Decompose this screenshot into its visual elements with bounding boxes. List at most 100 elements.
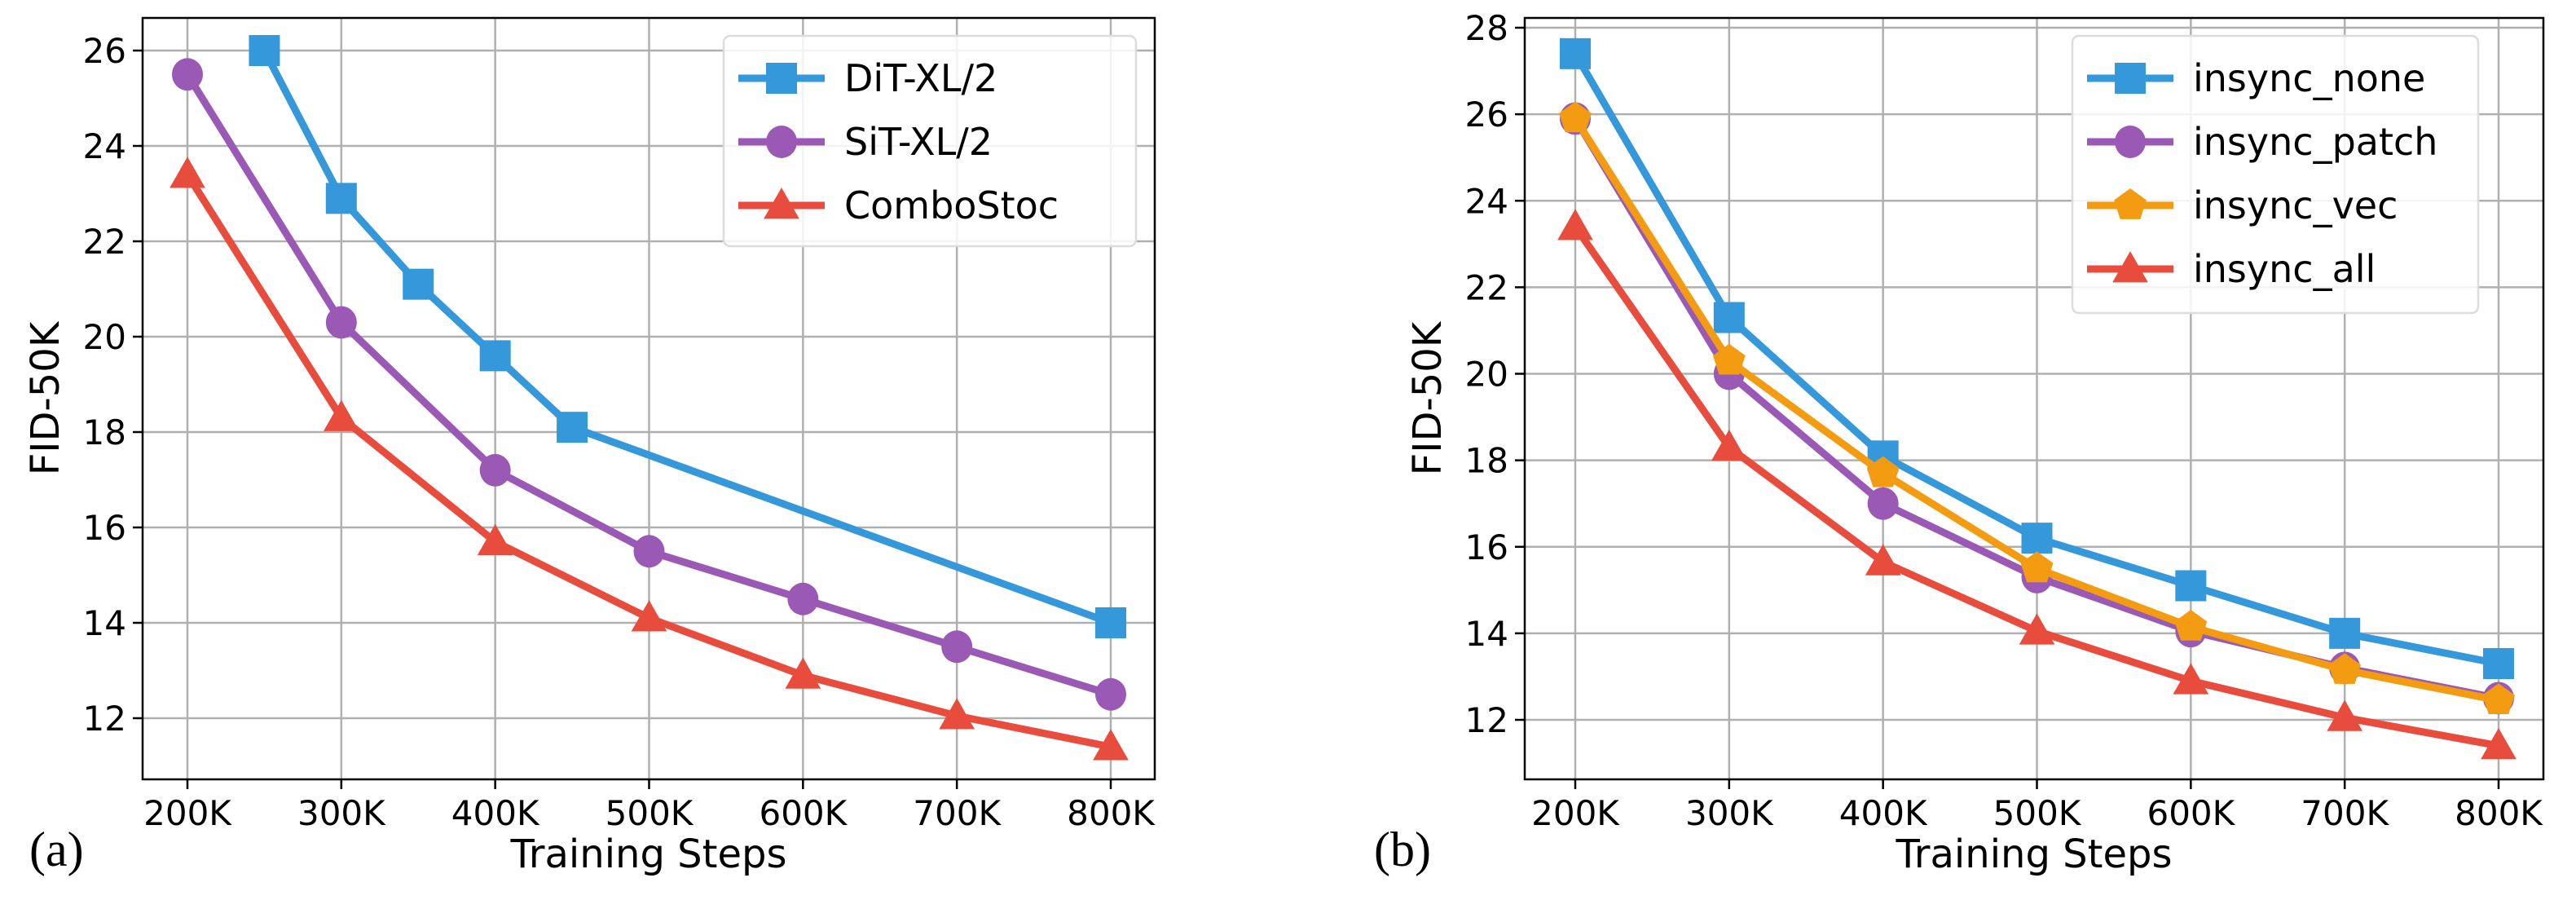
x-tick-label: 800K xyxy=(2455,793,2543,833)
legend-item: DiT-XL/2 xyxy=(738,56,997,100)
y-tick-label: 24 xyxy=(1465,181,1508,221)
x-tick-label: 500K xyxy=(1993,793,2082,833)
legend-marker-triangle-icon xyxy=(764,188,799,219)
legend-item: SiT-XL/2 xyxy=(738,120,993,164)
data-point xyxy=(1559,101,1592,133)
y-tick-label: 20 xyxy=(1465,355,1508,395)
y-tick-label: 16 xyxy=(1465,527,1508,567)
x-tick-label: 600K xyxy=(2147,793,2235,833)
y-axis-label: FID-50K xyxy=(1405,320,1451,475)
data-point xyxy=(1095,677,1126,711)
data-point xyxy=(2019,613,2055,645)
panel-a: 200K 300K 400K 500K 600K 700K 800K 12 14 16 18 20 22… xyxy=(23,16,1156,877)
data-point xyxy=(1095,607,1126,638)
data-point xyxy=(2483,648,2514,680)
data-point xyxy=(1711,429,1747,461)
data-point xyxy=(2328,653,2361,684)
data-point xyxy=(172,58,203,91)
data-point xyxy=(479,340,511,372)
legend-item: insync_none xyxy=(2087,56,2425,100)
data-point xyxy=(631,600,667,632)
series-insync-vec xyxy=(1559,101,2515,714)
legend-item: insync_vec xyxy=(2087,183,2398,227)
legend-item: insync_all xyxy=(2087,247,2376,291)
series-insync-none xyxy=(1560,38,2514,680)
x-tick-label: 300K xyxy=(297,793,386,833)
y-tick-label: 14 xyxy=(83,603,126,643)
series-insync-all xyxy=(1557,209,2517,760)
data-point xyxy=(477,523,513,555)
x-tick-label: 400K xyxy=(451,793,540,833)
legend-item: insync_patch xyxy=(2087,120,2437,164)
data-point xyxy=(479,453,511,487)
data-point xyxy=(1093,729,1129,761)
data-point xyxy=(633,535,665,568)
data-point xyxy=(1557,209,1593,240)
y-axis-label: FID-50K xyxy=(23,320,68,475)
data-point xyxy=(1713,343,1746,375)
data-point xyxy=(2174,610,2208,641)
panel-label: (b) xyxy=(1374,823,1431,876)
y-tick-label: 26 xyxy=(1465,95,1508,135)
legend-marker-circle-icon xyxy=(766,126,797,158)
legend-item: ComboStoc xyxy=(738,183,1059,227)
legend-label: insync_patch xyxy=(2193,120,2437,164)
legend: DiT-XL/2 SiT-XL/2 ComboStoc xyxy=(722,34,1138,248)
legend-marker-square-icon xyxy=(766,63,797,94)
data-point xyxy=(249,35,280,66)
data-point xyxy=(785,657,821,689)
y-tick-label: 18 xyxy=(1465,441,1508,481)
data-point xyxy=(1867,487,1899,520)
y-tick-label: 18 xyxy=(83,412,126,452)
data-point xyxy=(325,306,357,339)
data-point xyxy=(1560,38,1591,69)
data-point xyxy=(939,698,975,730)
x-tick-label: 700K xyxy=(2301,793,2389,833)
data-point xyxy=(2482,683,2515,714)
y-tick-label: 28 xyxy=(1465,8,1508,48)
series-combostoc xyxy=(170,157,1129,761)
data-point xyxy=(557,412,588,443)
legend-label: insync_none xyxy=(2193,56,2425,100)
legend-label: insync_all xyxy=(2193,247,2376,291)
y-tick-label: 16 xyxy=(83,508,126,548)
x-tick-label: 700K xyxy=(913,793,1002,833)
x-axis-label: Training Steps xyxy=(510,832,787,877)
x-tick-label: 200K xyxy=(143,793,232,833)
y-tick-label: 26 xyxy=(83,31,126,71)
x-tick-label: 300K xyxy=(1685,793,1774,833)
data-point xyxy=(2327,699,2363,731)
y-tick-label: 12 xyxy=(1465,700,1508,740)
legend-marker-square-icon xyxy=(2115,63,2146,94)
y-tick-label: 12 xyxy=(83,699,126,739)
data-point xyxy=(2020,551,2054,583)
y-tick-label: 14 xyxy=(1465,614,1508,654)
legend-label: insync_vec xyxy=(2193,183,2398,227)
legend: insync_none insync_patch insync_vec insync_… xyxy=(2071,34,2480,315)
data-point xyxy=(2173,663,2209,695)
data-point xyxy=(1713,302,1745,333)
x-axis-label: Training Steps xyxy=(1896,832,2173,877)
data-point xyxy=(2021,523,2053,554)
data-point xyxy=(1865,544,1901,576)
plot-frame xyxy=(1523,16,2545,781)
data-point xyxy=(2329,617,2361,649)
legend-box xyxy=(2071,34,2480,315)
series-line xyxy=(261,48,1112,627)
x-tick-label: 500K xyxy=(605,793,694,833)
legend-marker-pentagon-icon xyxy=(2114,188,2147,219)
y-tick-label: 22 xyxy=(83,222,126,262)
x-tick-label: 200K xyxy=(1531,793,1620,833)
x-tick-label: 800K xyxy=(1067,793,1156,833)
legend-label: SiT-XL/2 xyxy=(844,120,993,164)
data-point xyxy=(1866,456,1900,488)
y-tick-label: 24 xyxy=(83,126,126,166)
panel-b: 200K 300K 400K 500K 600K 700K 800K 12 14 16 18 20 22… xyxy=(1374,8,2545,877)
data-point xyxy=(325,183,357,214)
series-dit-xl-2 xyxy=(249,35,1126,638)
series-sit-xl-2 xyxy=(172,58,1126,711)
legend-marker-triangle-icon xyxy=(2112,251,2148,283)
data-point xyxy=(787,582,819,615)
data-point xyxy=(323,399,359,431)
